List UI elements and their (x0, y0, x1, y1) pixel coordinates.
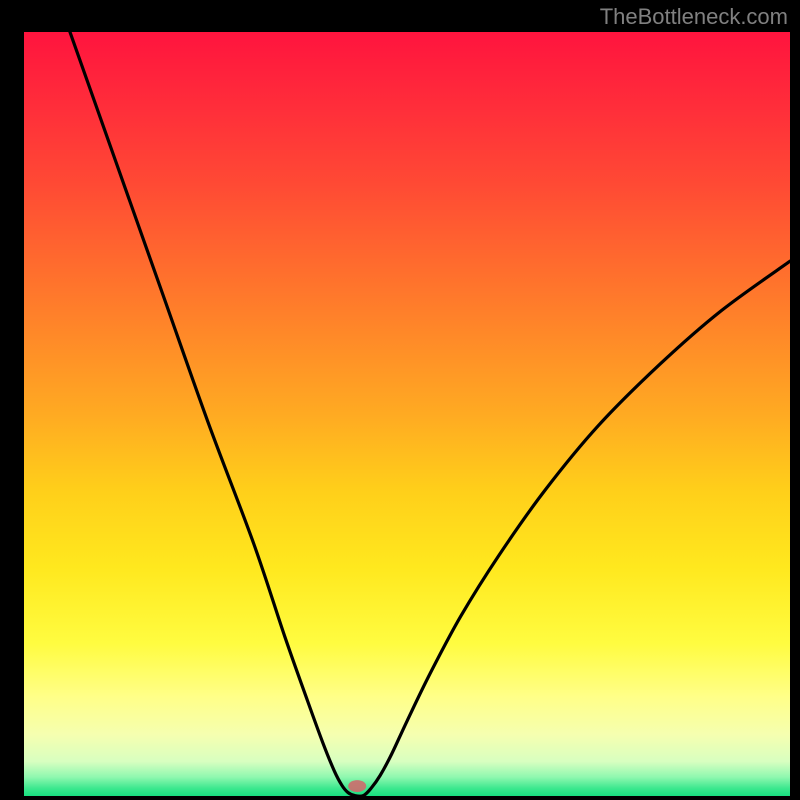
gradient-background (24, 32, 790, 796)
chart-frame: TheBottleneck.com (0, 0, 800, 800)
plot-area (24, 32, 790, 796)
minimum-marker (348, 780, 366, 792)
watermark-text: TheBottleneck.com (600, 4, 788, 30)
chart-svg (24, 32, 790, 796)
